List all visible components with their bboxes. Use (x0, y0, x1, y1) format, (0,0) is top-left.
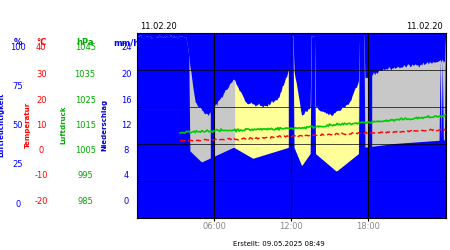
Text: 16: 16 (121, 96, 131, 104)
Bar (211, 32, 213, 218)
Text: Temperatur: Temperatur (24, 102, 31, 148)
Text: 25: 25 (13, 160, 23, 169)
Text: 100: 100 (10, 43, 26, 52)
Bar (289, 32, 291, 218)
Text: 11.02.20: 11.02.20 (405, 22, 442, 31)
Text: 0: 0 (124, 197, 129, 206)
Bar (369, 32, 371, 218)
Text: 1035: 1035 (75, 70, 96, 78)
Text: 20: 20 (36, 96, 46, 104)
Text: 985: 985 (77, 197, 93, 206)
Text: 995: 995 (77, 172, 93, 180)
Text: 0: 0 (15, 200, 20, 209)
Text: 24: 24 (121, 43, 131, 52)
Text: 11.02.20: 11.02.20 (140, 22, 177, 31)
Text: %: % (14, 38, 22, 47)
Text: 1025: 1025 (75, 96, 95, 104)
Text: 0: 0 (39, 146, 44, 156)
Text: Luftfeuchtigkeit: Luftfeuchtigkeit (0, 93, 4, 157)
Bar (143, 32, 145, 218)
Text: Erstellt: 09.05.2025 08:49: Erstellt: 09.05.2025 08:49 (233, 242, 325, 248)
Text: 75: 75 (13, 82, 23, 91)
Text: 1015: 1015 (75, 120, 95, 130)
Text: -20: -20 (34, 197, 48, 206)
Bar (315, 32, 360, 218)
Text: 40: 40 (36, 43, 46, 52)
Text: 1045: 1045 (75, 43, 95, 52)
Bar (360, 32, 446, 218)
Text: mm/h: mm/h (113, 38, 140, 47)
Text: 10: 10 (36, 120, 46, 130)
Bar (153, 32, 155, 218)
Bar (234, 32, 289, 218)
Text: 8: 8 (124, 146, 129, 156)
Text: 4: 4 (124, 172, 129, 180)
Text: 30: 30 (36, 70, 46, 78)
Text: 1005: 1005 (75, 146, 95, 156)
Bar (360, 32, 362, 218)
Text: 50: 50 (13, 120, 23, 130)
Text: °C: °C (36, 38, 46, 47)
Text: 12: 12 (121, 120, 131, 130)
Text: Niederschlag: Niederschlag (101, 99, 107, 151)
Text: -10: -10 (34, 172, 48, 180)
Text: hPa: hPa (76, 38, 94, 47)
Text: 20: 20 (121, 70, 131, 78)
Bar (182, 32, 234, 218)
Text: Luftdruck: Luftdruck (60, 106, 66, 144)
Bar (294, 32, 310, 218)
